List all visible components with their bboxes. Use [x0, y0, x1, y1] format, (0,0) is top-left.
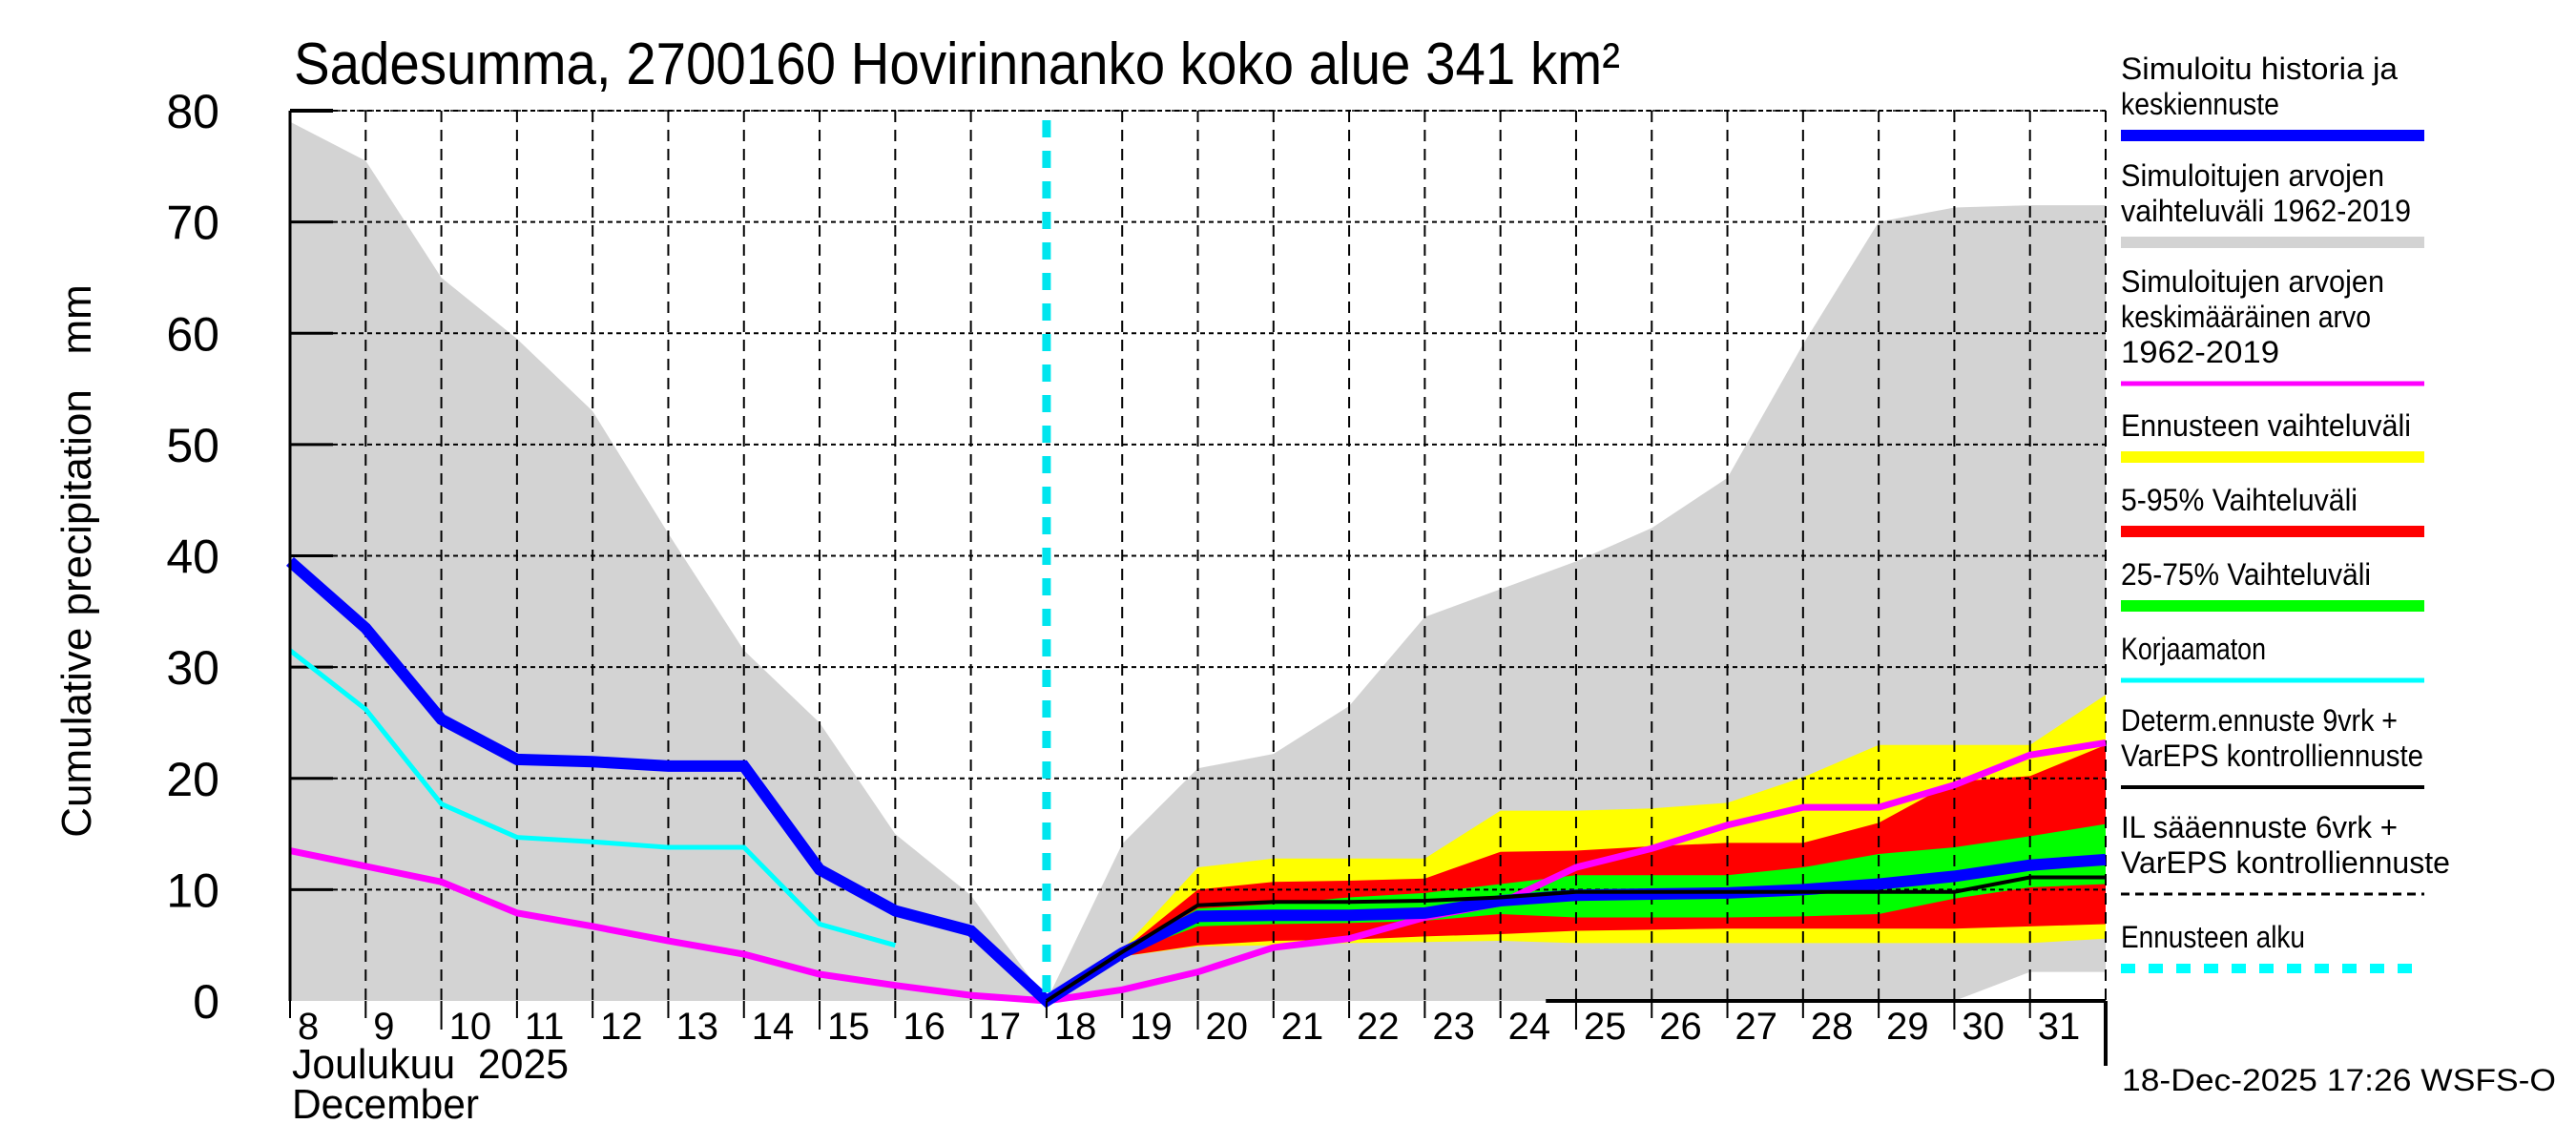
- xtick-label-8: 8: [298, 1006, 319, 1048]
- y-axis-label: Cumulative precipitation mm: [53, 284, 100, 838]
- xtick-label-20: 20: [1206, 1006, 1249, 1048]
- ytick-label-60: 60: [166, 307, 219, 361]
- x-axis-month-label-en: December: [292, 1081, 479, 1128]
- xtick-label-12: 12: [600, 1006, 643, 1048]
- ytick-label-10: 10: [166, 864, 219, 917]
- xtick-label-14: 14: [752, 1006, 795, 1048]
- chart-title: Sadesumma, 2700160 Hovirinnanko koko alu…: [294, 31, 1620, 97]
- legend-label: Simuloitu historia ja: [2121, 52, 2398, 86]
- series-determ-ennuste-9vrk-vareps-kontrolliennuste: [1045, 875, 2106, 1003]
- xtick-label-22: 22: [1357, 1006, 1400, 1048]
- xtick-label-23: 23: [1432, 1006, 1475, 1048]
- legend-label: vaihteluväli 1962-2019: [2121, 194, 2411, 228]
- legend-label: 1962-2019: [2121, 335, 2279, 369]
- series-simuloitujen-arvojen-keskim-r-inen-arvo-1962-2019: [289, 739, 2107, 1005]
- timestamp: 18-Dec-2025 17:26 WSFS-O: [2122, 1063, 2556, 1097]
- band-5-95-vaihteluv-li: [1046, 744, 2106, 1001]
- y-tick-labels: 0 10 20 30 40 50 60 70 80: [166, 85, 219, 1029]
- xtick-label-18: 18: [1054, 1006, 1097, 1048]
- series-layer: [286, 120, 2107, 1009]
- xtick-label-15: 15: [827, 1006, 870, 1048]
- legend-item-9: IL sääennuste 6vrk + VarEPS kontrollienn…: [2121, 810, 2450, 896]
- legend-label: Determ.ennuste 9vrk +: [2121, 703, 2398, 738]
- xtick-label-29: 29: [1886, 1006, 1929, 1048]
- xtick-label-26: 26: [1659, 1006, 1702, 1048]
- legend: Simuloitu historia jakeskiennusteSimuloi…: [2121, 52, 2450, 973]
- legend-label: Ennusteen vaihteluväli: [2121, 408, 2411, 443]
- xtick-label-30: 30: [1962, 1006, 2005, 1048]
- xtick-label-17: 17: [979, 1006, 1022, 1048]
- xtick-label-31: 31: [2038, 1006, 2081, 1048]
- x-axis-month-label: Joulukuu 2025: [292, 1041, 569, 1088]
- xtick-label-16: 16: [903, 1006, 945, 1048]
- axes-layer: [288, 109, 2108, 1066]
- xtick-label-10: 10: [449, 1006, 492, 1048]
- xtick-label-28: 28: [1811, 1006, 1854, 1048]
- legend-label: Ennusteen alku: [2121, 920, 2305, 954]
- legend-label: keskimääräinen arvo: [2121, 300, 2371, 334]
- legend-item-6: 25-75% Vaihteluväli: [2121, 557, 2424, 612]
- xtick-label-21: 21: [1281, 1006, 1324, 1048]
- legend-item-10: Ennusteen alku: [2121, 920, 2424, 973]
- xtick-label-11: 11: [525, 1006, 565, 1048]
- ytick-label-70: 70: [166, 197, 219, 250]
- series-simuloitu-historia-ja-keskiennuste: [286, 556, 2107, 1009]
- ytick-label-20: 20: [166, 753, 219, 806]
- xtick-label-9: 9: [373, 1006, 394, 1048]
- legend-label: Simuloitujen arvojen: [2121, 264, 2384, 299]
- legend-label: VarEPS kontrolliennuste: [2121, 845, 2450, 880]
- legend-label: Simuloitujen arvojen: [2121, 158, 2384, 193]
- xtick-label-24: 24: [1508, 1006, 1551, 1048]
- legend-item-8: Determ.ennuste 9vrk +VarEPS kontrollienn…: [2121, 703, 2424, 789]
- series-korjaamaton: [288, 648, 897, 948]
- xtick-label-13: 13: [675, 1006, 718, 1048]
- xtick-label-27: 27: [1735, 1006, 1778, 1048]
- x-tick-labels: 8 9 10 11 12 13 14 15 16 17 18 19 20 21 22 23 24 25 26 27 28…: [298, 1006, 2080, 1048]
- ytick-label-80: 80: [166, 85, 219, 138]
- legend-item-7: Korjaamaton: [2121, 632, 2424, 683]
- legend-label: keskiennuste: [2121, 87, 2279, 121]
- legend-label: Korjaamaton: [2121, 632, 2266, 666]
- ytick-label-50: 50: [166, 419, 219, 472]
- legend-item-4: Ennusteen vaihteluväli: [2121, 408, 2424, 463]
- legend-label: 25-75% Vaihteluväli: [2121, 557, 2371, 592]
- xtick-label-25: 25: [1584, 1006, 1627, 1048]
- legend-label: VarEPS kontrolliennuste: [2121, 739, 2423, 773]
- xtick-label-19: 19: [1130, 1006, 1173, 1048]
- legend-item-5: 5-95% Vaihteluväli: [2121, 483, 2424, 537]
- ytick-label-0: 0: [193, 975, 219, 1029]
- grid-layer: [290, 109, 2107, 1001]
- ytick-label-30: 30: [166, 641, 219, 695]
- ytick-label-40: 40: [166, 531, 219, 584]
- legend-label: IL sääennuste 6vrk +: [2121, 810, 2398, 844]
- legend-label: 5-95% Vaihteluväli: [2121, 483, 2358, 517]
